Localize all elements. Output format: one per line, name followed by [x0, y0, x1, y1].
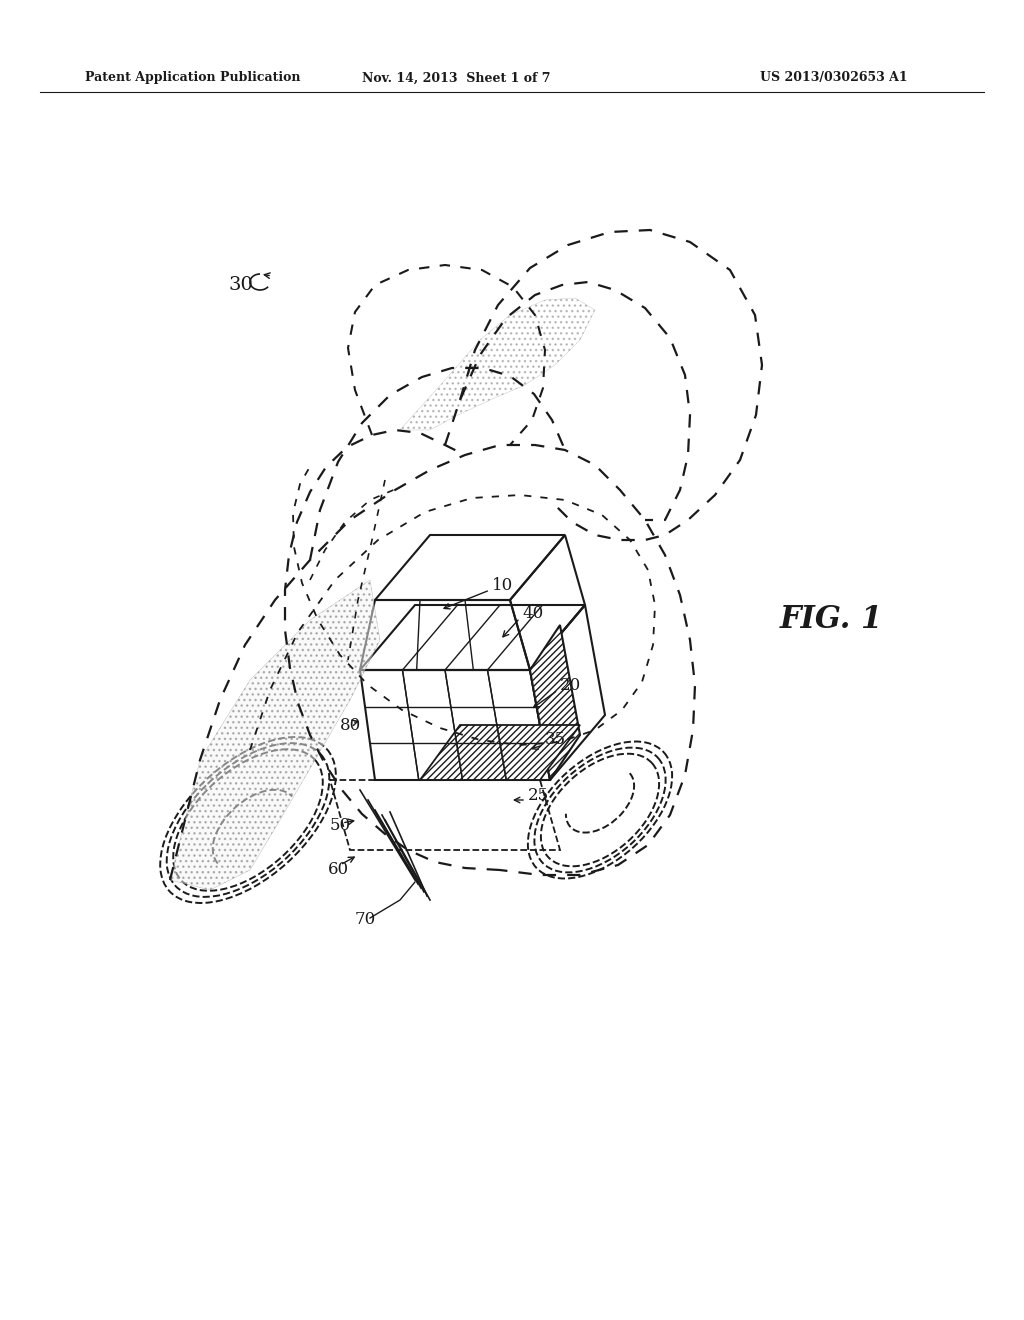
Polygon shape: [170, 579, 380, 890]
Text: 20: 20: [560, 676, 582, 693]
Text: 10: 10: [492, 577, 513, 594]
Polygon shape: [530, 624, 580, 780]
Text: Patent Application Publication: Patent Application Publication: [85, 71, 300, 84]
Polygon shape: [420, 725, 580, 780]
Text: 70: 70: [355, 912, 376, 928]
Text: 35: 35: [545, 731, 566, 748]
Text: 25: 25: [528, 787, 549, 804]
Text: 60: 60: [328, 862, 349, 879]
Text: 30: 30: [228, 276, 253, 294]
Text: 80: 80: [340, 717, 361, 734]
Text: 40: 40: [522, 605, 544, 622]
Text: FIG. 1: FIG. 1: [780, 605, 884, 635]
Text: 50: 50: [330, 817, 351, 833]
Text: US 2013/0302653 A1: US 2013/0302653 A1: [760, 71, 907, 84]
Text: Nov. 14, 2013  Sheet 1 of 7: Nov. 14, 2013 Sheet 1 of 7: [362, 71, 551, 84]
